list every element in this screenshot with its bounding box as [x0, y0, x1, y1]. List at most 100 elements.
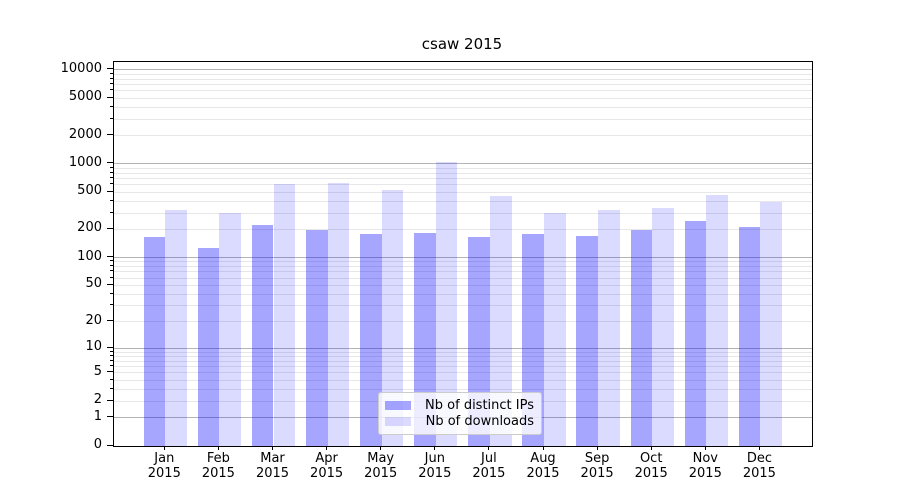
x-tick-label-month: Feb: [206, 451, 230, 466]
x-tick-mark: [488, 446, 490, 450]
y-tick-mark: [107, 190, 113, 192]
y-minor-tick-mark: [110, 265, 113, 267]
gridline-minor: [114, 90, 812, 92]
y-tick-mark: [107, 256, 113, 258]
x-tick-mark: [434, 446, 436, 450]
x-tick-mark: [163, 446, 165, 450]
x-tick-label-year: 2015: [147, 466, 181, 481]
x-tick-mark: [542, 446, 544, 450]
gridline-minor: [114, 379, 812, 381]
x-tick-label: May 2015: [351, 451, 411, 481]
legend-item-distinct-ips: Nb of distinct IPs: [385, 397, 534, 414]
x-tick-label-month: Aug: [530, 451, 556, 466]
x-tick-label-month: Jun: [424, 451, 445, 466]
y-minor-tick-mark: [110, 354, 113, 356]
bar-downloads-feb: [219, 213, 242, 446]
bar-downloads-mar: [273, 184, 296, 446]
gridline-minor: [114, 284, 812, 286]
gridline-major: [114, 347, 812, 349]
x-tick-label-month: Apr: [315, 451, 338, 466]
x-tick-label: Feb 2015: [188, 451, 248, 481]
gridline-minor: [114, 172, 812, 174]
y-minor-tick-mark: [110, 378, 113, 380]
x-tick-label: Oct 2015: [621, 451, 681, 481]
bar-downloads-aug: [544, 212, 566, 446]
y-tick-label: 200: [77, 220, 102, 236]
y-tick-label: 10000: [60, 60, 102, 76]
y-tick-label: 20: [85, 312, 102, 328]
y-tick-label: 100: [77, 248, 102, 264]
x-tick-label-month: Sep: [584, 451, 610, 466]
y-minor-tick-mark: [110, 270, 113, 272]
bar-downloads-may: [381, 189, 404, 446]
x-tick-mark: [326, 446, 328, 450]
gridline-minor: [114, 355, 812, 357]
x-tick-label-year: 2015: [201, 466, 235, 481]
x-tick-label-month: May: [367, 451, 395, 466]
bar-downloads-jan: [165, 209, 187, 446]
gridline-major: [114, 163, 812, 165]
x-tick-mark: [596, 446, 598, 450]
x-tick-label-year: 2015: [634, 466, 668, 481]
y-minor-tick-mark: [110, 117, 113, 119]
x-tick-label-month: Jul: [481, 451, 497, 466]
y-tick-mark: [107, 371, 113, 373]
y-minor-tick-mark: [110, 304, 113, 306]
y-tick-label: 10: [85, 339, 102, 355]
y-tick-mark: [107, 162, 113, 164]
gridline-minor: [114, 388, 812, 390]
y-minor-tick-mark: [110, 292, 113, 294]
gridline-minor: [114, 372, 812, 374]
bar-distinct-ips-nov: [684, 220, 707, 446]
gridline-minor: [114, 321, 812, 323]
y-minor-tick-mark: [110, 350, 113, 352]
y-minor-tick-mark: [110, 211, 113, 213]
x-tick-label-month: Mar: [260, 451, 285, 466]
x-tick-label-year: 2015: [688, 466, 722, 481]
x-tick-label-month: Nov: [692, 451, 718, 466]
gridline-minor: [114, 305, 812, 307]
x-tick-label: Sep 2015: [567, 451, 627, 481]
gridline-minor: [114, 351, 812, 353]
y-tick-label: 500: [77, 183, 102, 199]
x-tick-label-year: 2015: [742, 466, 776, 481]
bar-distinct-ips-may: [360, 234, 382, 446]
y-minor-tick-mark: [110, 183, 113, 185]
x-tick-mark: [380, 446, 382, 450]
gridline-major: [114, 257, 812, 259]
bar-distinct-ips-feb: [197, 247, 220, 446]
y-minor-tick-mark: [110, 387, 113, 389]
gridline-minor: [114, 212, 812, 214]
y-tick-label: 0: [93, 437, 102, 452]
gridline-minor: [114, 277, 812, 279]
y-tick-mark: [107, 227, 113, 229]
bar-downloads-sep: [598, 210, 620, 446]
gridline-minor: [114, 191, 812, 193]
gridline-minor: [114, 184, 812, 186]
y-minor-tick-mark: [110, 77, 113, 79]
bar-distinct-ips-sep: [576, 236, 599, 446]
bar-downloads-apr: [327, 182, 350, 446]
y-minor-tick-mark: [110, 359, 113, 361]
x-tick-mark: [272, 446, 273, 450]
x-tick-label-month: Dec: [746, 451, 772, 466]
x-tick-label-year: 2015: [364, 466, 398, 481]
x-tick-label: Jul 2015: [459, 451, 519, 481]
gridline-minor: [114, 135, 812, 137]
x-tick-label-month: Jan: [154, 451, 175, 466]
gridline-minor: [114, 97, 812, 99]
x-tick-mark: [758, 446, 760, 450]
x-tick-label-year: 2015: [418, 466, 452, 481]
y-tick-mark: [107, 399, 113, 401]
gridline-minor: [114, 293, 812, 295]
x-tick-label-year: 2015: [580, 466, 614, 481]
bar-distinct-ips-jan: [143, 236, 166, 446]
x-tick-label: Aug 2015: [513, 451, 573, 481]
gridline-minor: [114, 261, 812, 263]
gridline-minor: [114, 360, 812, 362]
gridline-minor: [114, 266, 812, 268]
x-tick-mark: [650, 446, 652, 450]
chart-title: csaw 2015: [421, 35, 503, 53]
legend-item-downloads: Nb of downloads: [385, 414, 534, 431]
